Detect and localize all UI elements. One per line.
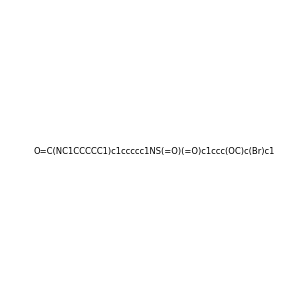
Text: O=C(NC1CCCCC1)c1ccccc1NS(=O)(=O)c1ccc(OC)c(Br)c1: O=C(NC1CCCCC1)c1ccccc1NS(=O)(=O)c1ccc(OC… [33,147,274,156]
